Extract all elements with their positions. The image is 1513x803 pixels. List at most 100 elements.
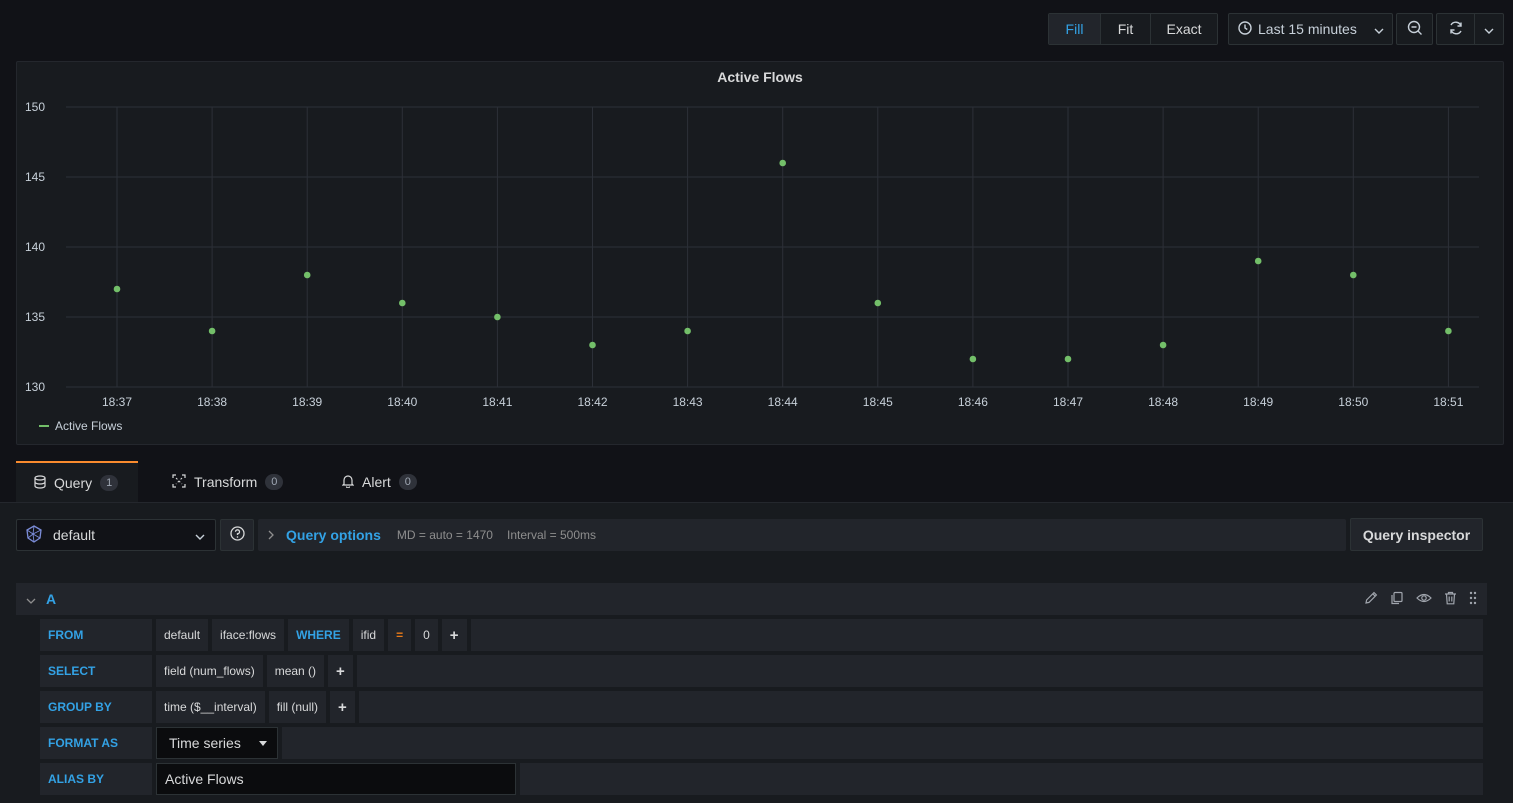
zoom-out-button[interactable]	[1396, 13, 1433, 45]
chevron-right-icon	[268, 528, 274, 543]
time-range-label: Last 15 minutes	[1258, 21, 1357, 37]
add-where-button[interactable]: +	[441, 619, 467, 651]
refresh-icon	[1448, 20, 1464, 39]
datasource-help-button[interactable]	[220, 519, 254, 551]
fit-button[interactable]: Fit	[1101, 14, 1151, 44]
measurement[interactable]: iface:flows	[212, 619, 285, 651]
data-point	[1159, 341, 1167, 349]
alias-by-input[interactable]	[156, 763, 516, 795]
select-field[interactable]: field (num_flows)	[156, 655, 263, 687]
exact-button[interactable]: Exact	[1151, 14, 1217, 44]
data-point	[969, 355, 977, 363]
tabs-divider	[0, 502, 1513, 503]
group-by-fill[interactable]: fill (null)	[268, 691, 327, 723]
x-tick-label: 18:51	[1433, 395, 1463, 409]
group-by-row-filler	[358, 691, 1483, 723]
data-point	[208, 327, 216, 335]
select-aggregation[interactable]: mean ()	[266, 655, 325, 687]
where-keyword: WHERE	[288, 619, 349, 651]
tab-alert[interactable]: Alert 0	[308, 461, 438, 503]
data-point	[1064, 355, 1072, 363]
y-tick-label: 145	[25, 170, 45, 184]
datasource-picker[interactable]: default	[16, 519, 216, 551]
query-editor: default Query options MD = auto = 1470 I…	[0, 503, 1513, 803]
refresh-button[interactable]	[1436, 13, 1474, 45]
group-by-label: GROUP BY	[40, 691, 152, 723]
trash-icon[interactable]	[1444, 591, 1457, 608]
format-as-select[interactable]: Time series	[156, 727, 278, 759]
y-tick-label: 130	[25, 380, 45, 394]
x-tick-label: 18:48	[1148, 395, 1178, 409]
x-tick-label: 18:39	[292, 395, 322, 409]
select-row-filler	[356, 655, 1483, 687]
refresh-interval-dropdown[interactable]	[1474, 13, 1504, 45]
zoom-mode-group: Fill Fit Exact	[1048, 13, 1218, 45]
query-options-title: Query options	[286, 527, 381, 543]
select-label: SELECT	[40, 655, 152, 687]
where-tag-key[interactable]: ifid	[352, 619, 385, 651]
influxdb-icon	[25, 524, 43, 546]
tab-query-label: Query	[54, 475, 93, 491]
query-options-bar[interactable]: Query options MD = auto = 1470 Interval …	[258, 519, 1346, 551]
query-inspector-button[interactable]: Query inspector	[1350, 518, 1483, 551]
where-operator[interactable]: =	[388, 619, 412, 651]
collapse-chevron-icon[interactable]	[26, 592, 36, 607]
retention-policy[interactable]: default	[156, 619, 209, 651]
datasource-name: default	[53, 527, 96, 543]
group-by-time[interactable]: time ($__interval)	[156, 691, 265, 723]
data-point	[113, 285, 121, 293]
format-as-label: FORMAT AS	[40, 727, 152, 759]
x-tick-label: 18:37	[102, 395, 132, 409]
data-point	[874, 299, 882, 307]
alias-by-row: ALIAS BY	[40, 763, 1483, 795]
tab-transform[interactable]: Transform 0	[138, 461, 308, 503]
eye-icon[interactable]	[1416, 591, 1432, 608]
query-row-actions	[1364, 591, 1477, 608]
scatter-chart: 130 135 140 145 150 18:37 18:38 18:39 18:40 18:41…	[25, 100, 1479, 409]
data-point	[779, 159, 786, 167]
format-as-row: FORMAT AS Time series	[40, 727, 1483, 759]
duplicate-icon[interactable]	[1390, 591, 1404, 608]
add-group-by-button[interactable]: +	[330, 691, 355, 723]
time-range-picker[interactable]: Last 15 minutes	[1228, 13, 1393, 45]
y-tick-label: 140	[25, 240, 45, 254]
x-tick-label: 18:41	[482, 395, 512, 409]
x-tick-label: 18:50	[1338, 395, 1368, 409]
zoom-out-icon	[1407, 20, 1423, 39]
query-options-interval: Interval = 500ms	[506, 528, 597, 542]
chevron-down-icon	[195, 527, 205, 543]
bell-icon	[341, 474, 355, 491]
select-row: SELECT field (num_flows) mean () +	[40, 655, 1483, 687]
x-tick-label: 18:40	[387, 395, 417, 409]
from-label: FROM	[40, 619, 152, 651]
editor-tabs: Query 1 Transform 0 Alert 0	[16, 461, 438, 503]
tab-query-count: 1	[100, 475, 119, 491]
format-as-value: Time series	[169, 735, 241, 751]
tab-transform-count: 0	[265, 474, 284, 490]
y-tick-label: 135	[25, 310, 45, 324]
alias-by-row-filler	[520, 763, 1483, 795]
where-tag-value[interactable]: 0	[415, 619, 438, 651]
legend[interactable]: Active Flows	[39, 419, 122, 433]
tab-query[interactable]: Query 1	[16, 461, 138, 503]
clock-icon	[1238, 20, 1252, 38]
tab-transform-label: Transform	[194, 474, 258, 490]
drag-handle-icon[interactable]	[1469, 591, 1477, 608]
legend-label: Active Flows	[55, 419, 123, 433]
add-select-button[interactable]: +	[328, 655, 353, 687]
fill-button[interactable]: Fill	[1049, 14, 1101, 44]
transform-icon	[172, 473, 186, 491]
alias-by-label: ALIAS BY	[40, 763, 152, 795]
chevron-down-icon	[1484, 22, 1494, 37]
caret-down-icon	[259, 740, 267, 746]
x-tick-label: 18:44	[768, 395, 798, 409]
tab-alert-count: 0	[398, 474, 417, 490]
y-tick-label: 150	[25, 100, 45, 114]
from-row: FROM default iface:flows WHERE ifid = 0 …	[40, 619, 1483, 651]
format-as-row-filler	[282, 727, 1483, 759]
x-tick-label: 18:42	[577, 395, 607, 409]
query-options-md: MD = auto = 1470	[396, 528, 493, 542]
query-ref-id[interactable]: A	[46, 591, 57, 607]
x-tick-label: 18:47	[1053, 395, 1083, 409]
pencil-icon[interactable]	[1364, 591, 1378, 608]
